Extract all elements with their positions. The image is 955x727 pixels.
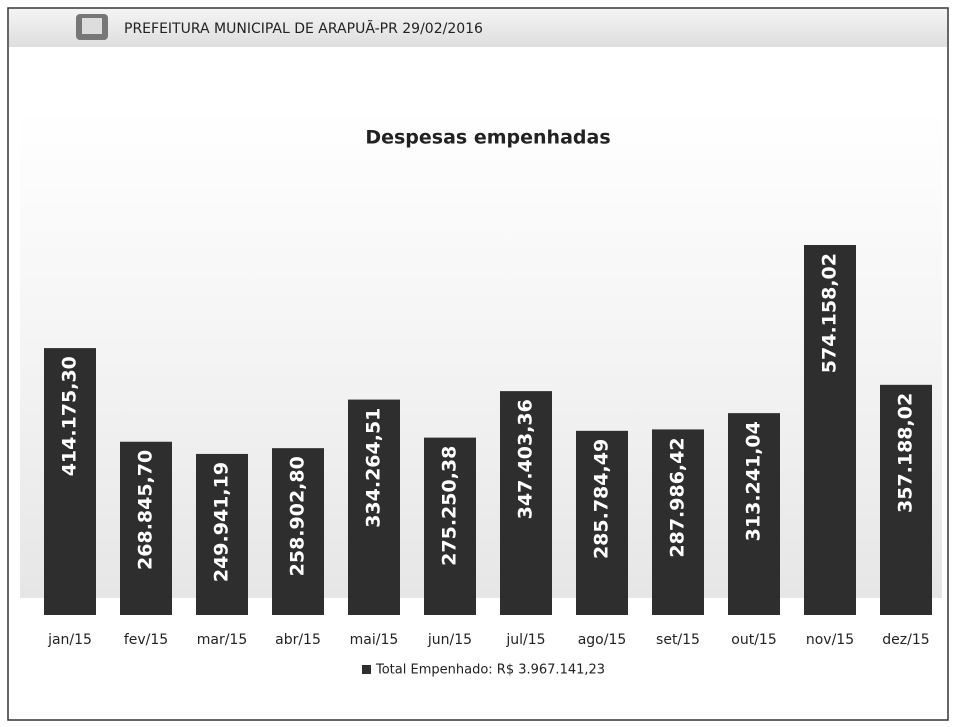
bar bbox=[424, 437, 476, 615]
bar bbox=[804, 245, 856, 615]
value-label: 249.941,19 bbox=[211, 462, 233, 582]
chart-title: Despesas empenhadas bbox=[365, 127, 610, 149]
value-label: 258.902,80 bbox=[287, 456, 309, 576]
x-tick-label: abr/15 bbox=[275, 632, 321, 648]
bar bbox=[500, 391, 552, 615]
x-tick-label: mai/15 bbox=[350, 632, 399, 648]
bar bbox=[348, 399, 400, 615]
x-tick-label: set/15 bbox=[656, 632, 700, 648]
x-tick-label: jun/15 bbox=[427, 632, 472, 648]
bar bbox=[728, 413, 780, 615]
x-tick-label: out/15 bbox=[731, 632, 776, 648]
bar bbox=[196, 453, 248, 615]
value-label: 285.784,49 bbox=[591, 439, 613, 559]
logo bbox=[76, 14, 108, 40]
value-label: 574.158,02 bbox=[819, 253, 841, 373]
x-tick-label: fev/15 bbox=[124, 632, 168, 648]
x-tick-label: jul/15 bbox=[505, 632, 545, 648]
value-label: 313.241,04 bbox=[743, 421, 765, 541]
x-tick-label: nov/15 bbox=[806, 632, 854, 648]
x-tick-label: jan/15 bbox=[47, 632, 92, 648]
value-label: 334.264,51 bbox=[363, 408, 385, 528]
x-tick-label: dez/15 bbox=[882, 632, 929, 648]
legend-swatch bbox=[362, 665, 371, 674]
header-bar bbox=[9, 9, 947, 47]
bar bbox=[272, 448, 324, 615]
x-tick-label: mar/15 bbox=[197, 632, 248, 648]
value-label: 287.986,42 bbox=[667, 437, 689, 557]
bar bbox=[120, 441, 172, 615]
legend-label: Total Empenhado: R$ 3.967.141,23 bbox=[375, 663, 605, 678]
bar bbox=[652, 429, 704, 615]
bar bbox=[44, 348, 96, 615]
value-label: 357.188,02 bbox=[895, 393, 917, 513]
value-label: 268.845,70 bbox=[135, 450, 157, 570]
chart-background bbox=[20, 108, 942, 598]
value-label: 347.403,36 bbox=[515, 399, 537, 519]
bar bbox=[576, 430, 628, 615]
value-label: 275.250,38 bbox=[439, 446, 461, 566]
bar bbox=[880, 384, 932, 615]
x-tick-label: ago/15 bbox=[578, 632, 627, 648]
header-title: PREFEITURA MUNICIPAL DE ARAPUÃ-PR 29/02/… bbox=[124, 20, 483, 37]
value-label: 414.175,30 bbox=[59, 356, 81, 476]
